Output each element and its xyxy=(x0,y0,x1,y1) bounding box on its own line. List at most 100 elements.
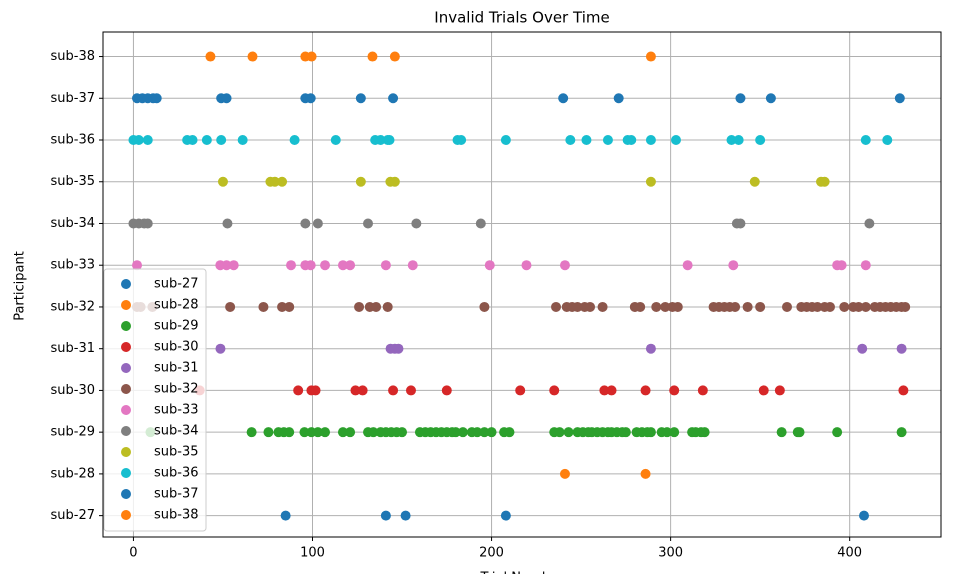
point xyxy=(300,218,311,229)
point xyxy=(486,427,497,438)
point xyxy=(269,176,280,187)
point xyxy=(277,176,288,187)
point xyxy=(280,510,291,521)
point xyxy=(299,427,310,438)
point xyxy=(345,427,356,438)
point xyxy=(898,385,909,396)
y-tick-label: sub-28 xyxy=(51,466,96,481)
point xyxy=(896,427,907,438)
y-tick-label: sub-35 xyxy=(51,174,96,189)
point xyxy=(305,260,316,271)
point xyxy=(380,260,391,271)
point xyxy=(258,301,269,312)
point xyxy=(824,301,835,312)
point xyxy=(151,93,162,104)
point xyxy=(640,385,651,396)
point xyxy=(305,93,316,104)
point xyxy=(337,260,348,271)
point xyxy=(728,260,739,271)
point xyxy=(730,301,741,312)
legend-label: sub-35 xyxy=(154,445,199,460)
point xyxy=(310,385,321,396)
point xyxy=(860,301,871,312)
y-tick-label: sub-36 xyxy=(51,133,96,148)
point xyxy=(286,260,297,271)
legend-marker xyxy=(121,342,131,352)
point xyxy=(312,218,323,229)
point xyxy=(521,260,532,271)
legend-label: sub-31 xyxy=(154,361,199,376)
point xyxy=(384,135,395,146)
point xyxy=(407,260,418,271)
plot-frame xyxy=(102,31,942,538)
point xyxy=(735,93,746,104)
y-tick-label: sub-32 xyxy=(51,299,96,314)
point xyxy=(456,135,467,146)
y-tick-label: sub-29 xyxy=(51,425,96,440)
legend-marker xyxy=(121,279,131,289)
legend-label: sub-30 xyxy=(154,340,199,355)
point xyxy=(393,343,404,354)
point xyxy=(475,218,486,229)
point xyxy=(441,385,452,396)
point xyxy=(900,301,911,312)
point xyxy=(635,301,646,312)
point xyxy=(397,427,408,438)
point xyxy=(645,51,656,62)
point xyxy=(742,301,753,312)
x-tick-label: 200 xyxy=(479,546,504,561)
point xyxy=(572,301,583,312)
x-tick-label: 400 xyxy=(837,546,862,561)
point xyxy=(284,301,295,312)
point xyxy=(363,218,374,229)
point xyxy=(215,343,226,354)
legend-marker xyxy=(121,384,131,394)
point xyxy=(320,427,331,438)
point xyxy=(350,385,361,396)
point xyxy=(559,260,570,271)
point xyxy=(860,260,871,271)
point xyxy=(500,510,511,521)
y-tick-label: sub-38 xyxy=(51,49,96,64)
point xyxy=(860,135,871,146)
point xyxy=(389,51,400,62)
point xyxy=(368,427,379,438)
point xyxy=(382,301,393,312)
point xyxy=(246,427,257,438)
point xyxy=(755,135,766,146)
x-tick-label: 300 xyxy=(658,546,683,561)
point xyxy=(355,93,366,104)
point xyxy=(602,135,613,146)
point xyxy=(733,135,744,146)
legend-marker xyxy=(121,426,131,436)
point xyxy=(581,135,592,146)
point xyxy=(388,93,399,104)
legend-label: sub-34 xyxy=(154,424,199,439)
point xyxy=(726,135,737,146)
point xyxy=(758,385,769,396)
legend-label: sub-29 xyxy=(154,319,199,334)
point xyxy=(371,301,382,312)
chart-title: Invalid Trials Over Time xyxy=(434,9,609,27)
point xyxy=(457,427,468,438)
point xyxy=(563,427,574,438)
point xyxy=(782,301,793,312)
point xyxy=(670,135,681,146)
legend-marker xyxy=(121,300,131,310)
point xyxy=(479,427,490,438)
point xyxy=(735,218,746,229)
point xyxy=(293,385,304,396)
x-tick-label: 0 xyxy=(129,546,137,561)
point xyxy=(380,510,391,521)
point xyxy=(306,51,317,62)
point xyxy=(515,385,526,396)
point xyxy=(697,385,708,396)
legend-label: sub-27 xyxy=(154,277,199,292)
point xyxy=(565,135,576,146)
point xyxy=(774,385,785,396)
x-axis-label: Trial Number xyxy=(480,571,565,574)
point xyxy=(559,468,570,479)
point xyxy=(284,427,295,438)
point xyxy=(558,93,569,104)
